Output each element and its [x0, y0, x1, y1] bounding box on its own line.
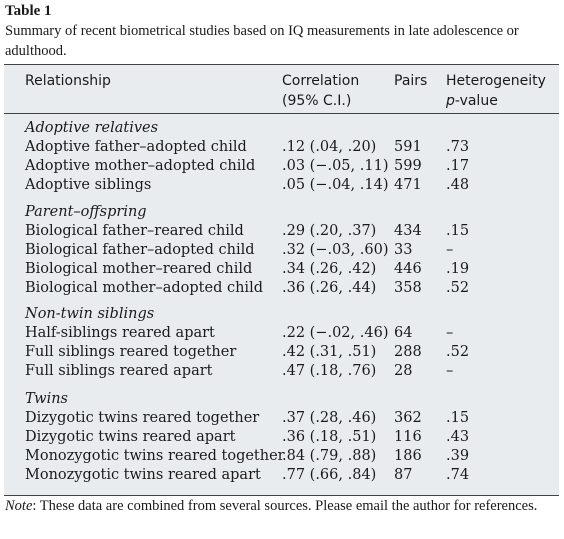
- cell-relationship: Adoptive mother–adopted child: [25, 158, 256, 174]
- cell-p-value: .15: [446, 223, 470, 239]
- table-body: [4, 64, 559, 496]
- cell-p-value: .39: [446, 448, 470, 464]
- cell-relationship: Biological mother–adopted child: [25, 280, 263, 296]
- cell-correlation: .32 (−.03, .60): [282, 242, 389, 258]
- cell-relationship: Biological father–adopted child: [25, 242, 255, 258]
- cell-pairs: 28: [394, 363, 413, 379]
- cell-pairs: 33: [394, 242, 413, 258]
- cell-correlation: .77 (.66, .84): [282, 467, 377, 483]
- cell-relationship: Full siblings reared together: [25, 344, 237, 360]
- cell-p-value: –: [446, 363, 454, 379]
- cell-pairs: 186: [394, 448, 422, 464]
- header-heterogeneity: Heterogeneity: [446, 73, 546, 89]
- cell-correlation: .36 (.26, .44): [282, 280, 377, 296]
- cell-relationship: Adoptive siblings: [25, 177, 152, 193]
- table-caption: Summary of recent biometrical studies ba…: [5, 23, 519, 59]
- cell-p-value: .48: [446, 177, 470, 193]
- header-p-rest: -value: [454, 93, 498, 109]
- cell-p-value: .74: [446, 467, 470, 483]
- header-p-italic: p: [446, 93, 455, 109]
- cell-p-value: .19: [446, 261, 470, 277]
- cell-relationship: Adoptive father–adopted child: [25, 139, 247, 155]
- cell-correlation: .29 (.20, .37): [282, 223, 377, 239]
- cell-correlation: .84 (.79, .88): [282, 448, 377, 464]
- header-correlation: Correlation: [282, 73, 360, 89]
- cell-relationship: Dizygotic twins reared together: [25, 410, 260, 426]
- section-title: Twins: [25, 391, 68, 407]
- cell-correlation: .42 (.31, .51): [282, 344, 377, 360]
- cell-p-value: –: [446, 325, 454, 341]
- note-label: Note: [5, 498, 33, 514]
- cell-correlation: .12 (.04, .20): [282, 139, 377, 155]
- cell-pairs: 599: [394, 158, 422, 174]
- header-pairs: Pairs: [394, 73, 428, 89]
- cell-pairs: 116: [394, 429, 422, 445]
- section-title: Non-twin siblings: [25, 306, 155, 322]
- cell-p-value: .17: [446, 158, 470, 174]
- cell-relationship: Full siblings reared apart: [25, 363, 213, 379]
- note-text: : These data are combined from several s…: [32, 498, 538, 514]
- cell-pairs: 434: [394, 223, 422, 239]
- cell-pairs: 362: [394, 410, 422, 426]
- cell-correlation: .34 (.26, .42): [282, 261, 377, 277]
- cell-correlation: .03 (−.05, .11): [282, 158, 389, 174]
- cell-p-value: .52: [446, 280, 470, 296]
- header-relationship: Relationship: [25, 73, 111, 89]
- cell-pairs: 87: [394, 467, 413, 483]
- cell-pairs: 471: [394, 177, 422, 193]
- cell-relationship: Dizygotic twins reared apart: [25, 429, 236, 445]
- cell-pairs: 358: [394, 280, 422, 296]
- cell-pairs: 64: [394, 325, 413, 341]
- header-divider: [4, 113, 559, 114]
- cell-correlation: .37 (.28, .46): [282, 410, 377, 426]
- cell-p-value: –: [446, 242, 454, 258]
- header-heterogeneity-pvalue: p-value: [446, 91, 498, 111]
- cell-p-value: .15: [446, 410, 470, 426]
- header-correlation-ci: (95% C.I.): [282, 93, 352, 109]
- cell-pairs: 288: [394, 344, 422, 360]
- section-title: Parent–offspring: [25, 204, 147, 220]
- section-title: Adoptive relatives: [25, 120, 159, 136]
- cell-relationship: Monozygotic twins reared apart: [25, 467, 261, 483]
- cell-correlation: .05 (−.04, .14): [282, 177, 389, 193]
- cell-correlation: .47 (.18, .76): [282, 363, 377, 379]
- cell-pairs: 591: [394, 139, 422, 155]
- cell-relationship: Biological father–reared child: [25, 223, 244, 239]
- cell-relationship: Monozygotic twins reared together: [25, 448, 285, 464]
- cell-relationship: Half-siblings reared apart: [25, 325, 215, 341]
- cell-p-value: .52: [446, 344, 470, 360]
- table-label: Table 1: [5, 3, 52, 19]
- cell-p-value: .73: [446, 139, 470, 155]
- cell-relationship: Biological mother–reared child: [25, 261, 253, 277]
- table-note: Note: These data are combined from sever…: [5, 496, 557, 516]
- cell-p-value: .43: [446, 429, 470, 445]
- cell-correlation: .36 (.18, .51): [282, 429, 377, 445]
- cell-pairs: 446: [394, 261, 422, 277]
- cell-correlation: .22 (−.02, .46): [282, 325, 389, 341]
